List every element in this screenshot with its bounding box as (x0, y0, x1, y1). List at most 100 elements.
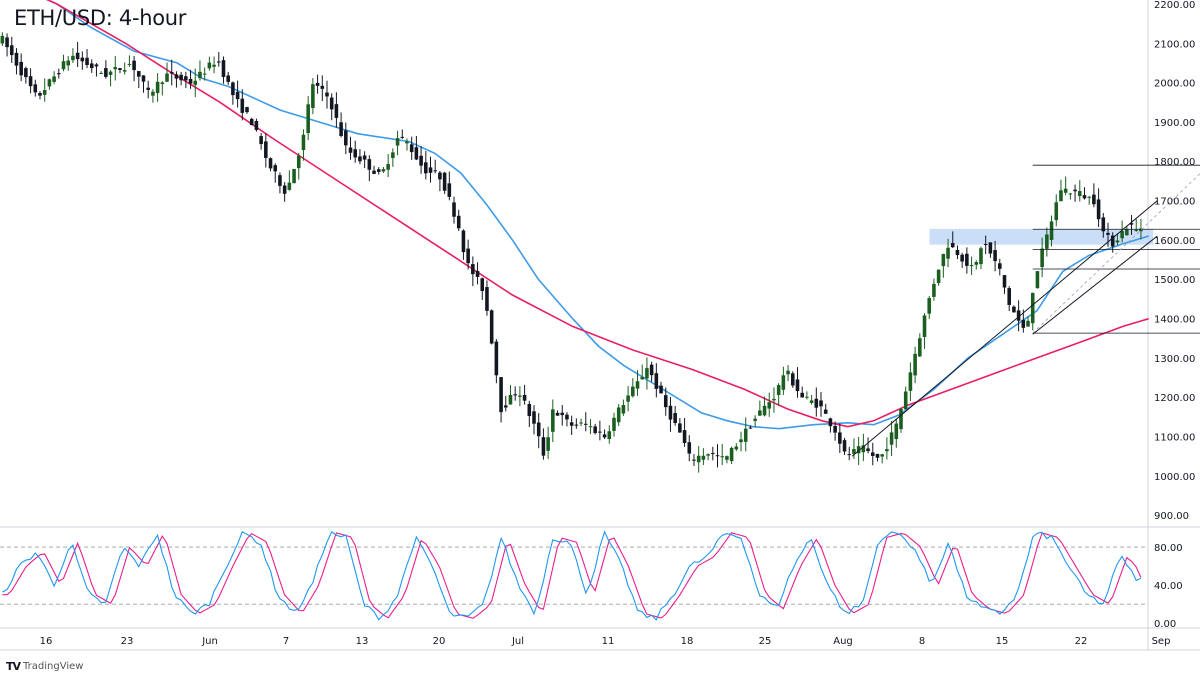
candle[interactable] (918, 333, 922, 357)
candle[interactable] (729, 446, 734, 465)
candle[interactable] (358, 149, 362, 165)
candle[interactable] (734, 443, 739, 452)
candle[interactable] (155, 73, 160, 102)
candle[interactable] (216, 52, 221, 67)
candle[interactable] (692, 454, 696, 466)
candle[interactable] (494, 339, 499, 384)
candle[interactable] (1077, 180, 1082, 202)
candle[interactable] (828, 417, 833, 433)
fib-trend-line[interactable] (1032, 165, 1200, 334)
stochastic-d-line[interactable] (2, 532, 1142, 619)
candle[interactable] (758, 400, 762, 416)
candle[interactable] (908, 362, 913, 401)
candle[interactable] (249, 117, 254, 126)
candle[interactable] (254, 118, 259, 132)
resistance-zone[interactable] (929, 228, 1154, 245)
candle[interactable] (438, 170, 442, 192)
candle[interactable] (927, 296, 932, 319)
candle[interactable] (1030, 292, 1035, 331)
candle[interactable] (146, 80, 150, 99)
candle[interactable] (179, 71, 183, 86)
candle[interactable] (207, 56, 212, 71)
candle[interactable] (174, 71, 179, 88)
candle[interactable] (113, 56, 118, 81)
candle[interactable] (137, 71, 141, 88)
candle[interactable] (489, 309, 494, 345)
candle[interactable] (414, 135, 419, 161)
candle[interactable] (52, 71, 56, 85)
candle[interactable] (767, 392, 772, 417)
candle[interactable] (635, 370, 640, 396)
candle[interactable] (508, 385, 513, 405)
candle[interactable] (579, 418, 583, 427)
candle[interactable] (838, 423, 842, 453)
candle[interactable] (47, 78, 52, 90)
candle[interactable] (786, 365, 790, 382)
candle[interactable] (950, 231, 955, 248)
candle[interactable] (353, 140, 358, 163)
candle[interactable] (38, 91, 42, 100)
candle[interactable] (701, 448, 706, 465)
candle[interactable] (99, 71, 103, 74)
candle[interactable] (1125, 226, 1129, 236)
candle[interactable] (598, 420, 602, 441)
candle[interactable] (202, 67, 207, 81)
candle[interactable] (471, 256, 475, 287)
candle[interactable] (988, 242, 993, 258)
candle[interactable] (626, 386, 630, 412)
candle[interactable] (344, 122, 348, 155)
candle[interactable] (325, 80, 329, 109)
candle[interactable] (894, 419, 899, 448)
candle[interactable] (268, 157, 273, 172)
candle[interactable] (14, 48, 19, 75)
candle[interactable] (381, 166, 386, 173)
fib-level[interactable]: 38.20% (1032, 225, 1200, 234)
candle[interactable] (720, 444, 724, 466)
candle[interactable] (94, 63, 99, 77)
candle[interactable] (551, 399, 555, 443)
candle[interactable] (296, 152, 301, 180)
candle[interactable] (772, 387, 776, 413)
candle[interactable] (226, 71, 230, 85)
candle[interactable] (165, 62, 169, 83)
candle[interactable] (659, 381, 663, 394)
candle[interactable] (306, 96, 310, 141)
candle[interactable] (960, 252, 964, 268)
candle[interactable] (518, 386, 522, 407)
candle[interactable] (5, 33, 9, 57)
candle[interactable] (833, 421, 837, 441)
candle[interactable] (936, 269, 941, 286)
candle[interactable] (1096, 188, 1101, 227)
candle[interactable] (823, 403, 828, 414)
candle[interactable] (903, 386, 908, 410)
candle[interactable] (588, 419, 593, 435)
candle[interactable] (400, 129, 405, 139)
candle[interactable] (151, 89, 155, 103)
candle[interactable] (687, 435, 692, 462)
candle[interactable] (847, 446, 852, 461)
candle[interactable] (682, 417, 687, 447)
candle[interactable] (122, 62, 127, 75)
candle[interactable] (1016, 300, 1021, 332)
candle[interactable] (19, 53, 23, 82)
candle[interactable] (800, 386, 804, 398)
candle[interactable] (409, 136, 414, 160)
candle[interactable] (969, 256, 974, 276)
candle[interactable] (428, 156, 433, 183)
fib-level[interactable]: 0.00% (1032, 161, 1200, 170)
candle[interactable] (475, 262, 480, 285)
candle[interactable] (499, 377, 503, 423)
candle[interactable] (993, 240, 997, 272)
candle[interactable] (922, 313, 927, 349)
candle[interactable] (725, 455, 729, 464)
candle[interactable] (781, 366, 786, 395)
candle[interactable] (1007, 286, 1011, 312)
candle[interactable] (1002, 275, 1007, 294)
candle[interactable] (946, 238, 950, 268)
candle[interactable] (282, 182, 287, 202)
candle[interactable] (965, 247, 969, 274)
candle[interactable] (334, 92, 339, 128)
candle[interactable] (231, 81, 235, 105)
candle[interactable] (235, 80, 240, 108)
